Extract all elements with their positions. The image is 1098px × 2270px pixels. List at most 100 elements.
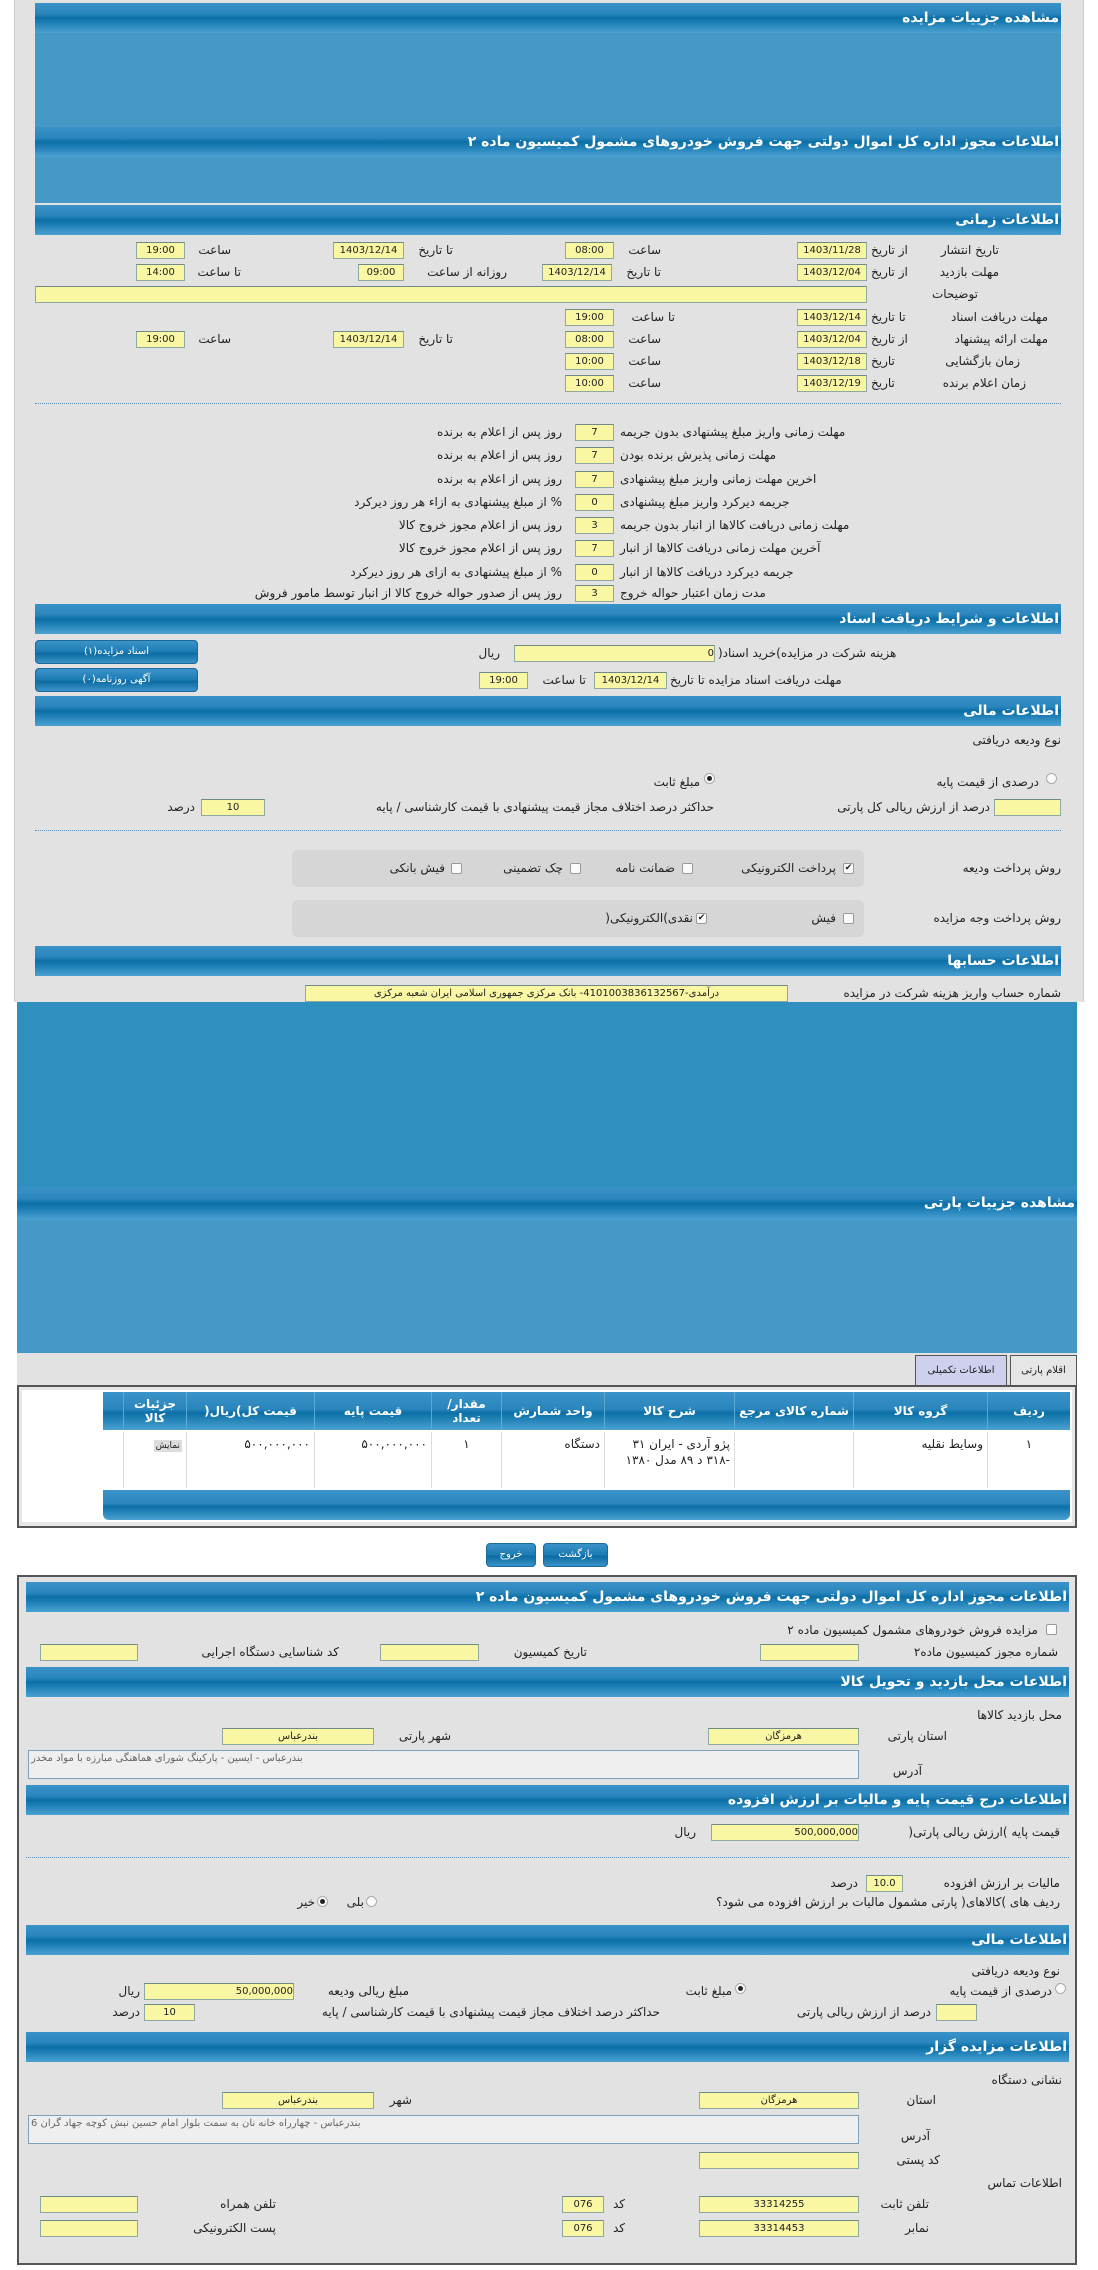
vat-no-radio[interactable]	[317, 1896, 328, 1907]
term-value[interactable]: 7	[575, 424, 614, 441]
fixed-radio[interactable]	[735, 1983, 746, 1994]
publish-to-date[interactable]: 1403/12/14	[333, 242, 404, 259]
newspaper-ads-button[interactable]: آگهی روزنامه(۰)	[35, 668, 198, 692]
tab-extra-info[interactable]: اطلاعات تکمیلی	[915, 1355, 1007, 1385]
checkbox-electronic[interactable]: ✔	[843, 863, 854, 874]
deposit-amount-field[interactable]: 50,000,000	[144, 1983, 294, 2000]
exit-button[interactable]: خروج	[486, 1543, 536, 1567]
address-field[interactable]: بندرعباس - ایسین - پارکینگ شورای هماهنگی…	[28, 1750, 859, 1779]
percent-radio[interactable]	[1055, 1983, 1066, 1994]
visit-from-date[interactable]: 1403/12/04	[797, 264, 867, 281]
vat-field[interactable]: 10.0	[866, 1875, 903, 1892]
mobile-field[interactable]	[40, 2196, 138, 2213]
offer-to-date[interactable]: 1403/12/14	[333, 331, 404, 348]
vat-yes-radio[interactable]	[366, 1896, 377, 1907]
max-diff-label: حداکثر درصد اختلاف مجاز قیمت پیشنهادی با…	[321, 2005, 660, 2019]
tab-lot-items[interactable]: اقلام پارتی	[1010, 1355, 1077, 1385]
permit-number-label: شماره مجوز کمیسیون ماده۲	[913, 1645, 1058, 1659]
finance-header: اطلاعات مالی	[35, 696, 1061, 726]
article2-label: مزایده فروش خودروهای مشمول کمیسیون ماده …	[787, 1623, 1038, 1637]
checkbox-cheque[interactable]	[570, 863, 581, 874]
auction-documents-button[interactable]: اسناد مزایده(۱)	[35, 640, 198, 664]
max-diff-field[interactable]: 10	[144, 2004, 195, 2021]
address-field[interactable]: بندرعباس - چهارراه خانه نان به سمت بلوار…	[28, 2115, 859, 2144]
opening-date[interactable]: 1403/12/18	[797, 353, 867, 370]
account-label: شماره حساب واریز هزینه شرکت در مزایده	[843, 986, 1061, 1000]
fixed-radio[interactable]	[704, 773, 715, 784]
finance2-header: اطلاعات مالی	[26, 1925, 1069, 1955]
email-field[interactable]	[40, 2220, 138, 2237]
lot-header: مشاهده جزییات پارتی	[17, 1187, 1077, 1220]
max-diff-field[interactable]: 10	[201, 799, 265, 816]
base-price-field[interactable]: 500,000,000	[711, 1824, 859, 1841]
publish-to-time[interactable]: 19:00	[136, 242, 185, 259]
city-field[interactable]: بندرعباس	[222, 1728, 374, 1745]
term-value[interactable]: 7	[575, 471, 614, 488]
percent-field[interactable]	[994, 799, 1061, 816]
fax-code-field[interactable]: 076	[562, 2220, 604, 2237]
divider	[35, 830, 1061, 831]
payment-method-group	[292, 900, 864, 937]
offer-to-time[interactable]: 19:00	[136, 331, 185, 348]
visit-label: مهلت بازدید	[939, 265, 999, 279]
offer-from-time[interactable]: 08:00	[565, 331, 614, 348]
from-date-label: از تاریخ	[871, 265, 908, 279]
account-field[interactable]: درآمدی-4101003836132567- بانک مرکزی جمهو…	[305, 985, 788, 1002]
opening-time[interactable]: 10:00	[565, 353, 614, 370]
checkbox-cash-electronic[interactable]: ✔	[696, 913, 707, 924]
percent-radio[interactable]	[1046, 773, 1057, 784]
checkbox-bank-slip[interactable]	[451, 863, 462, 874]
visit-daily-to[interactable]: 14:00	[136, 264, 185, 281]
docs-to-time[interactable]: 19:00	[565, 309, 614, 326]
visit-to-date[interactable]: 1403/12/14	[542, 264, 612, 281]
publish-label: تاریخ انتشار	[940, 243, 999, 257]
winner-date[interactable]: 1403/12/19	[797, 375, 867, 392]
checkbox-label: پرداخت الکترونیکی	[741, 861, 836, 875]
visit-daily-from[interactable]: 09:00	[358, 264, 404, 281]
notes-field[interactable]	[35, 286, 867, 303]
term-value[interactable]: 0	[575, 564, 614, 581]
checkbox-slip[interactable]	[843, 913, 854, 924]
fax-field[interactable]: 33314453	[699, 2220, 859, 2237]
term-value[interactable]: 7	[575, 447, 614, 464]
deadline-date[interactable]: 1403/12/14	[594, 672, 667, 689]
phone-code-field[interactable]: 076	[562, 2196, 604, 2213]
hour-label: ساعت	[628, 243, 661, 257]
details-button[interactable]: نمایش	[153, 1440, 182, 1452]
winner-time[interactable]: 10:00	[565, 375, 614, 392]
payment-method-label: روش پرداخت وجه مزایده	[933, 911, 1061, 925]
table-footer	[103, 1490, 1070, 1520]
province-field[interactable]: هرمزگان	[699, 2092, 859, 2109]
phone-field[interactable]: 33314255	[699, 2196, 859, 2213]
term-value[interactable]: 7	[575, 540, 614, 557]
term-suffix: روز پس از صدور حواله خروج کالا از انبار …	[254, 586, 562, 600]
date-label: تاریخ	[871, 376, 895, 390]
cell-details: نمایش	[123, 1432, 186, 1488]
term-label: اخرین مهلت زمانی واریز مبلغ پیشنهادی	[620, 472, 817, 486]
term-value[interactable]: 0	[575, 494, 614, 511]
back-button[interactable]: بازگشت	[543, 1543, 608, 1567]
publish-from-time[interactable]: 08:00	[565, 242, 614, 259]
offer-from-date[interactable]: 1403/12/04	[797, 331, 867, 348]
commission-date-field[interactable]	[380, 1644, 479, 1661]
fee-label: هزینه شرکت در مزایده)خرید اسناد(	[718, 646, 897, 660]
percent-field[interactable]	[936, 2004, 977, 2021]
visit-location-subtitle: محل بازدید کالاها	[977, 1708, 1062, 1722]
city-field[interactable]: بندرعباس	[222, 2092, 374, 2109]
permit-number-field[interactable]	[760, 1644, 859, 1661]
term-value[interactable]: 3	[575, 517, 614, 534]
deadline-time[interactable]: 19:00	[479, 672, 528, 689]
checkbox-guarantee[interactable]	[682, 863, 693, 874]
checkbox-label: فیش	[811, 911, 836, 925]
fee-field[interactable]: 0	[514, 645, 715, 662]
province-label: استان پارتی	[887, 1729, 947, 1743]
article2-checkbox[interactable]	[1046, 1624, 1057, 1635]
term-value[interactable]: 3	[575, 585, 614, 602]
deadline-label: مهلت دریافت اسناد مزایده تا تاریخ	[670, 673, 842, 687]
publish-from-date[interactable]: 1403/11/28	[797, 242, 867, 259]
org-code-field[interactable]	[40, 1644, 138, 1661]
postal-field[interactable]	[699, 2152, 859, 2169]
province-field[interactable]: هرمزگان	[708, 1728, 859, 1745]
visit-location-header: اطلاعات محل بازدید و تحویل کالا	[26, 1667, 1069, 1697]
docs-to-date[interactable]: 1403/12/14	[797, 309, 867, 326]
